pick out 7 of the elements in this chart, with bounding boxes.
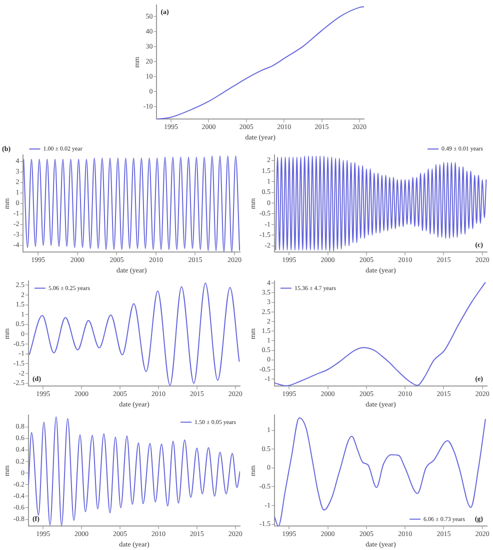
line-series — [274, 282, 486, 386]
line-series — [274, 417, 486, 526]
line-series — [275, 156, 487, 252]
line-series — [23, 156, 240, 252]
line-series — [156, 6, 364, 120]
line-series — [28, 282, 240, 386]
line-series — [28, 416, 240, 526]
